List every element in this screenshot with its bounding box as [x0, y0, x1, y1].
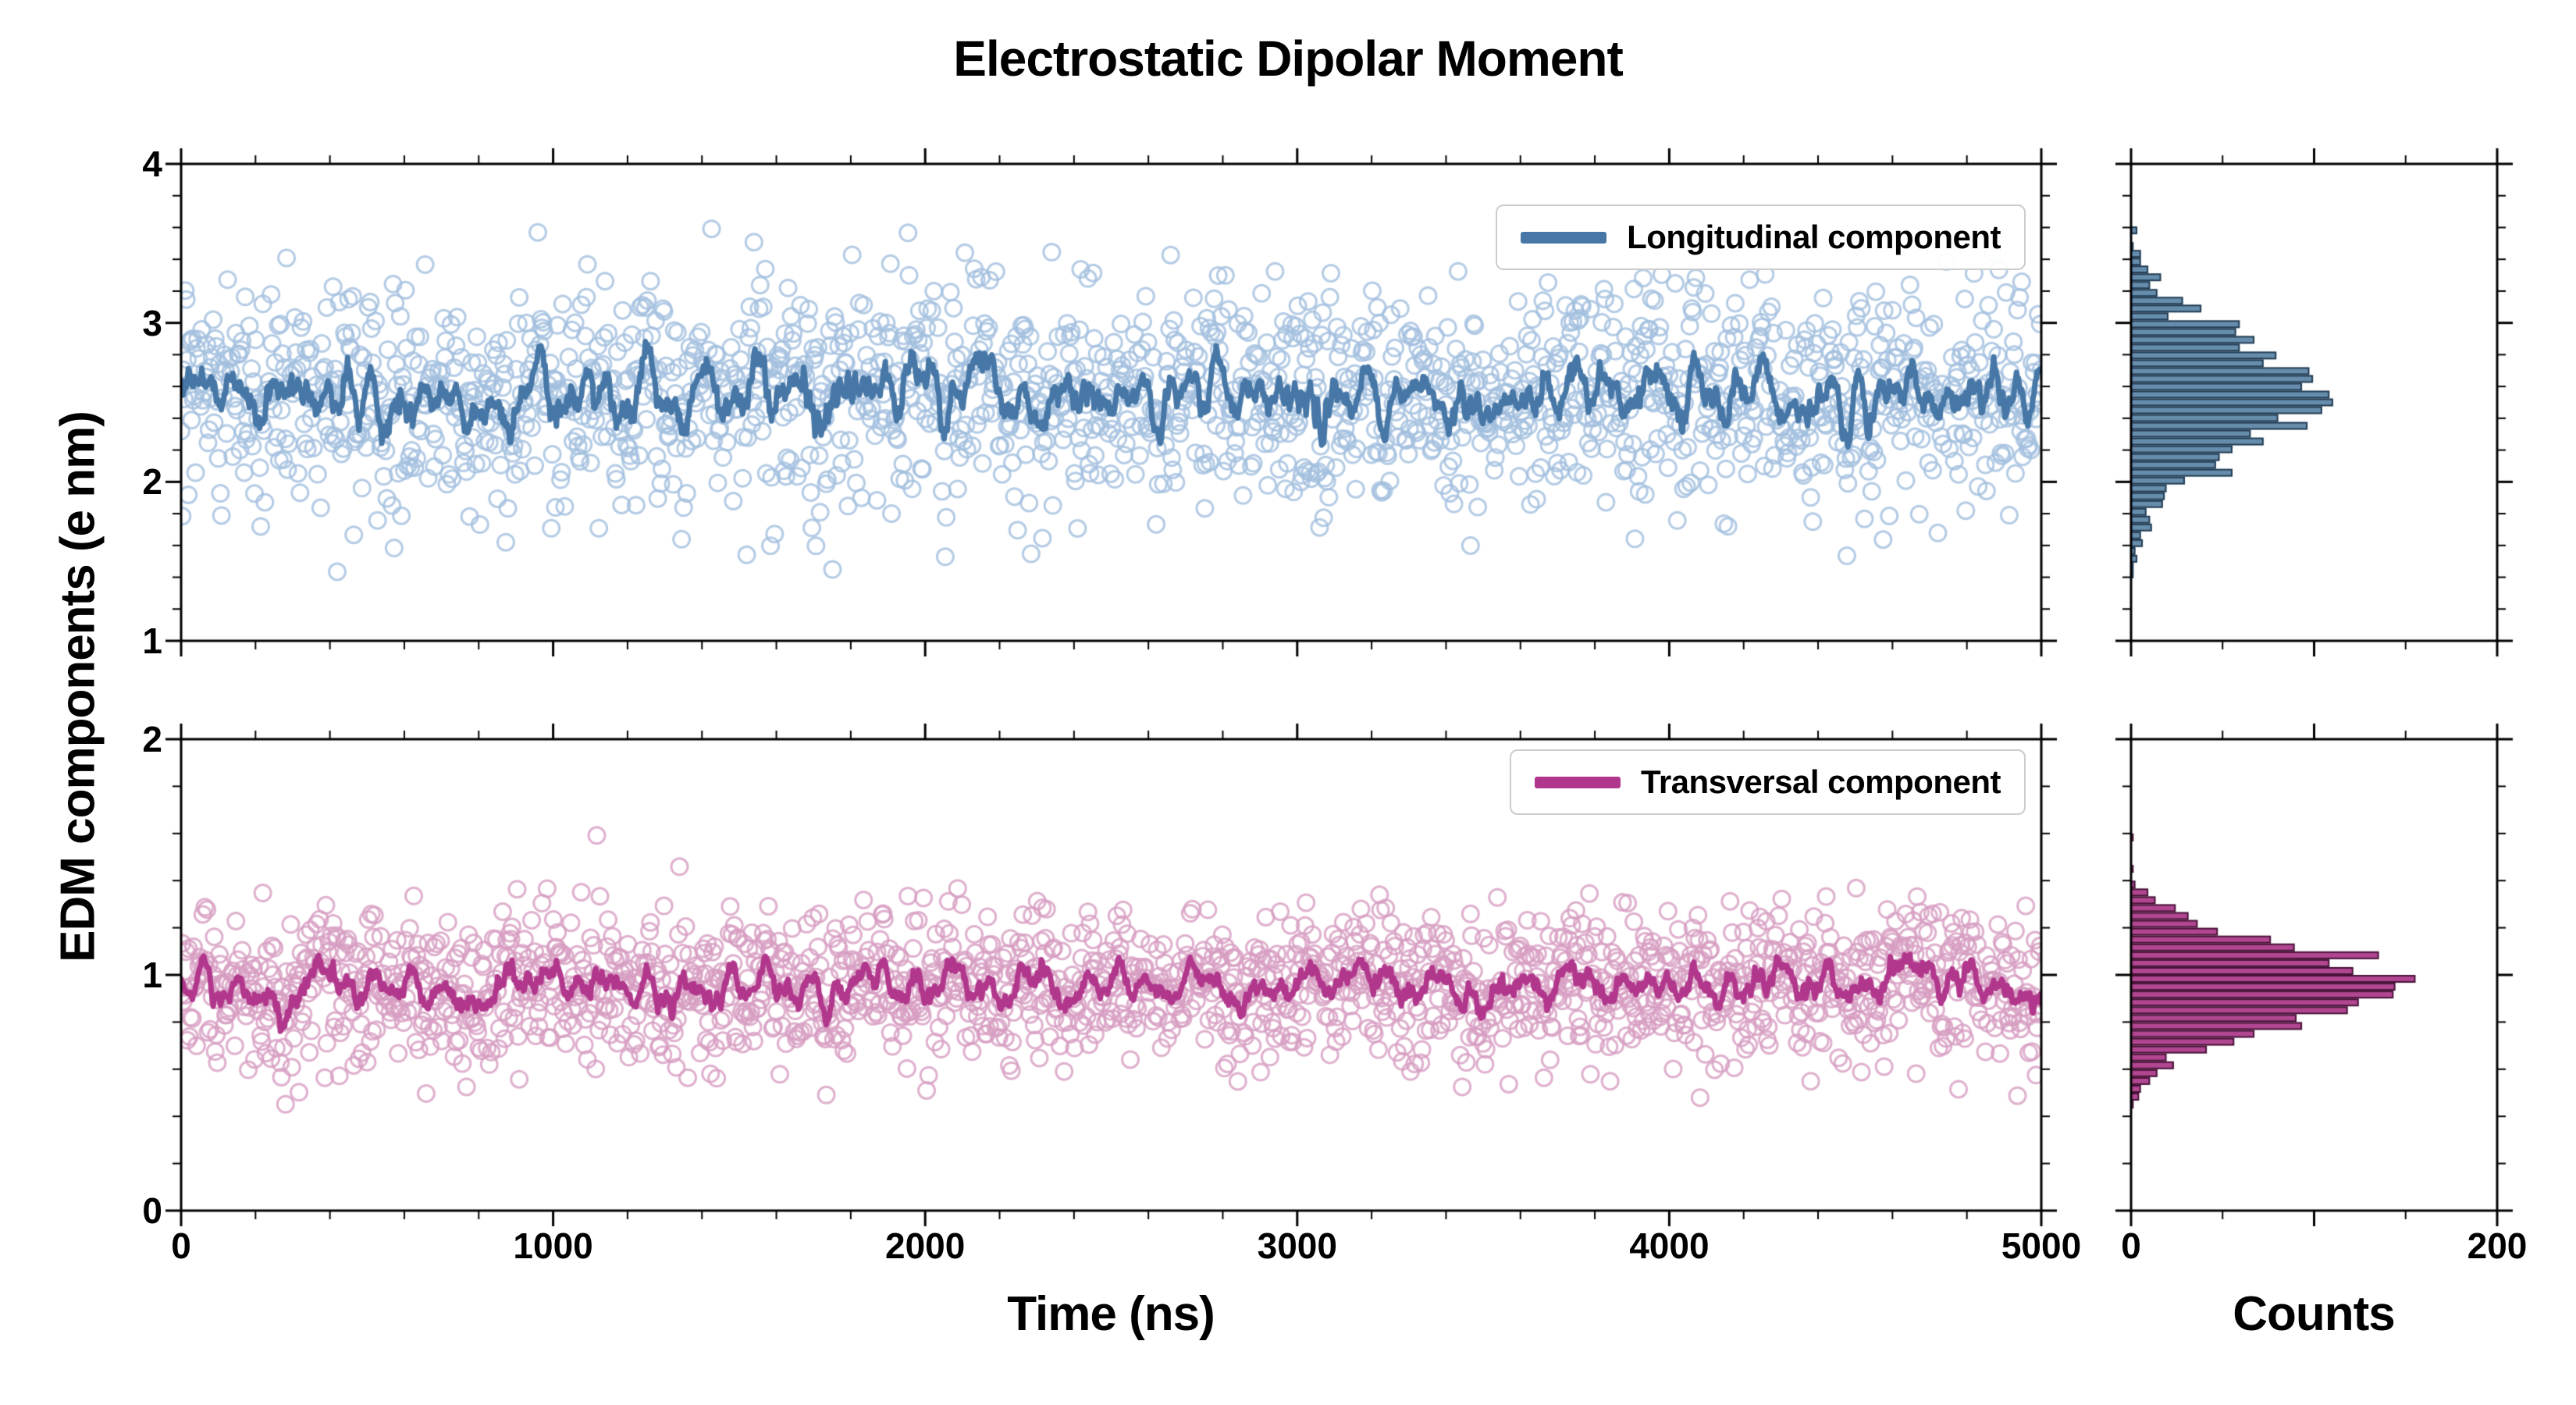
legend-label-longitudinal: Longitudinal component: [1627, 219, 2001, 255]
tick-label: 5000: [2001, 1225, 2082, 1266]
chart-title: Electrostatic Dipolar Moment: [953, 30, 1624, 87]
x-axis-label-time: Time (ns): [1007, 1287, 1215, 1341]
tick-label: 2: [142, 719, 162, 759]
tick-label: 200: [2467, 1225, 2528, 1266]
tick-label: 2000: [885, 1225, 966, 1266]
tick-label: 4: [142, 144, 162, 184]
legend-label-transversal: Transversal component: [1641, 763, 2001, 800]
tick-label: 3000: [1257, 1225, 1337, 1266]
tick-label: 0: [171, 1225, 191, 1266]
tick-label: 0: [142, 1190, 162, 1231]
histogram-longitudinal: [2097, 130, 2532, 675]
legend-line-swatch-longitudinal: [1521, 231, 1607, 244]
legend-transversal: Transversal component: [1510, 749, 2026, 815]
tick-label: 2: [142, 461, 162, 503]
tick-label: 4000: [1629, 1225, 1710, 1266]
tick-label: 1: [142, 621, 162, 661]
tick-label: 1000: [513, 1225, 593, 1266]
x-axis-label-counts: Counts: [2233, 1287, 2396, 1341]
legend-longitudinal: Longitudinal component: [1496, 205, 2026, 270]
histogram-transversal: [2097, 705, 2532, 1245]
tick-label: 1: [142, 955, 162, 995]
legend-line-swatch-transversal: [1535, 776, 1621, 788]
tick-label: 3: [142, 302, 162, 343]
tick-label: 0: [2121, 1225, 2141, 1266]
